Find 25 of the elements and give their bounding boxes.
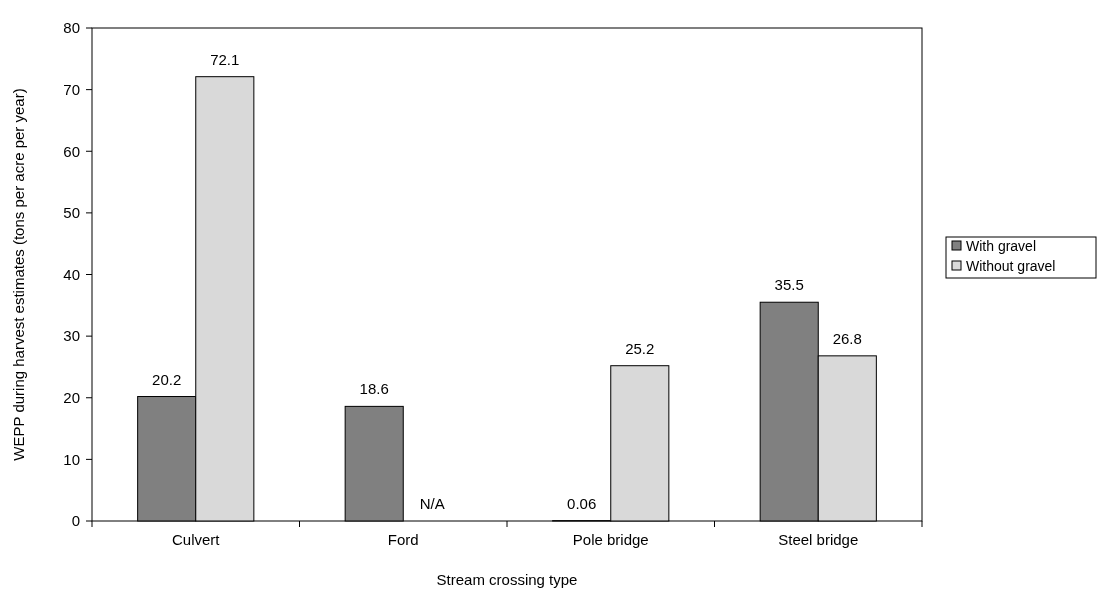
data-label: 72.1 [210,50,240,68]
y-tick-label: 60 [63,142,80,160]
y-tick-label: 10 [63,450,80,468]
x-tick-label: Ford [387,531,419,548]
data-label: 18.6 [359,380,389,398]
y-tick-label: 50 [63,204,80,222]
x-tick-label: Steel bridge [778,531,859,548]
y-tick-label: 20 [63,389,80,406]
x-tick-label: Culvert [171,531,221,548]
y-tick-label: 40 [63,265,80,283]
y-axis-title: WEPP during harvest estimates (tons per acre per year) [10,88,27,461]
legend-label: Without gravel [966,257,1056,274]
data-label: 0.06 [567,494,597,512]
x-tick-label: Pole bridge [572,531,649,548]
data-label: 20.2 [152,370,182,388]
data-label: 35.5 [774,276,804,294]
text: N/A [419,495,445,512]
legend-label: With gravel [966,237,1037,254]
y-tick-label: 30 [63,327,80,345]
y-tick-label: 0 [71,512,80,530]
y-tick-label: 80 [63,19,80,37]
y-tick-label: 70 [63,80,80,98]
data-label: 25.2 [625,339,655,357]
data-label: 26.8 [832,329,862,347]
x-axis-title: Stream crossing type [436,571,578,588]
